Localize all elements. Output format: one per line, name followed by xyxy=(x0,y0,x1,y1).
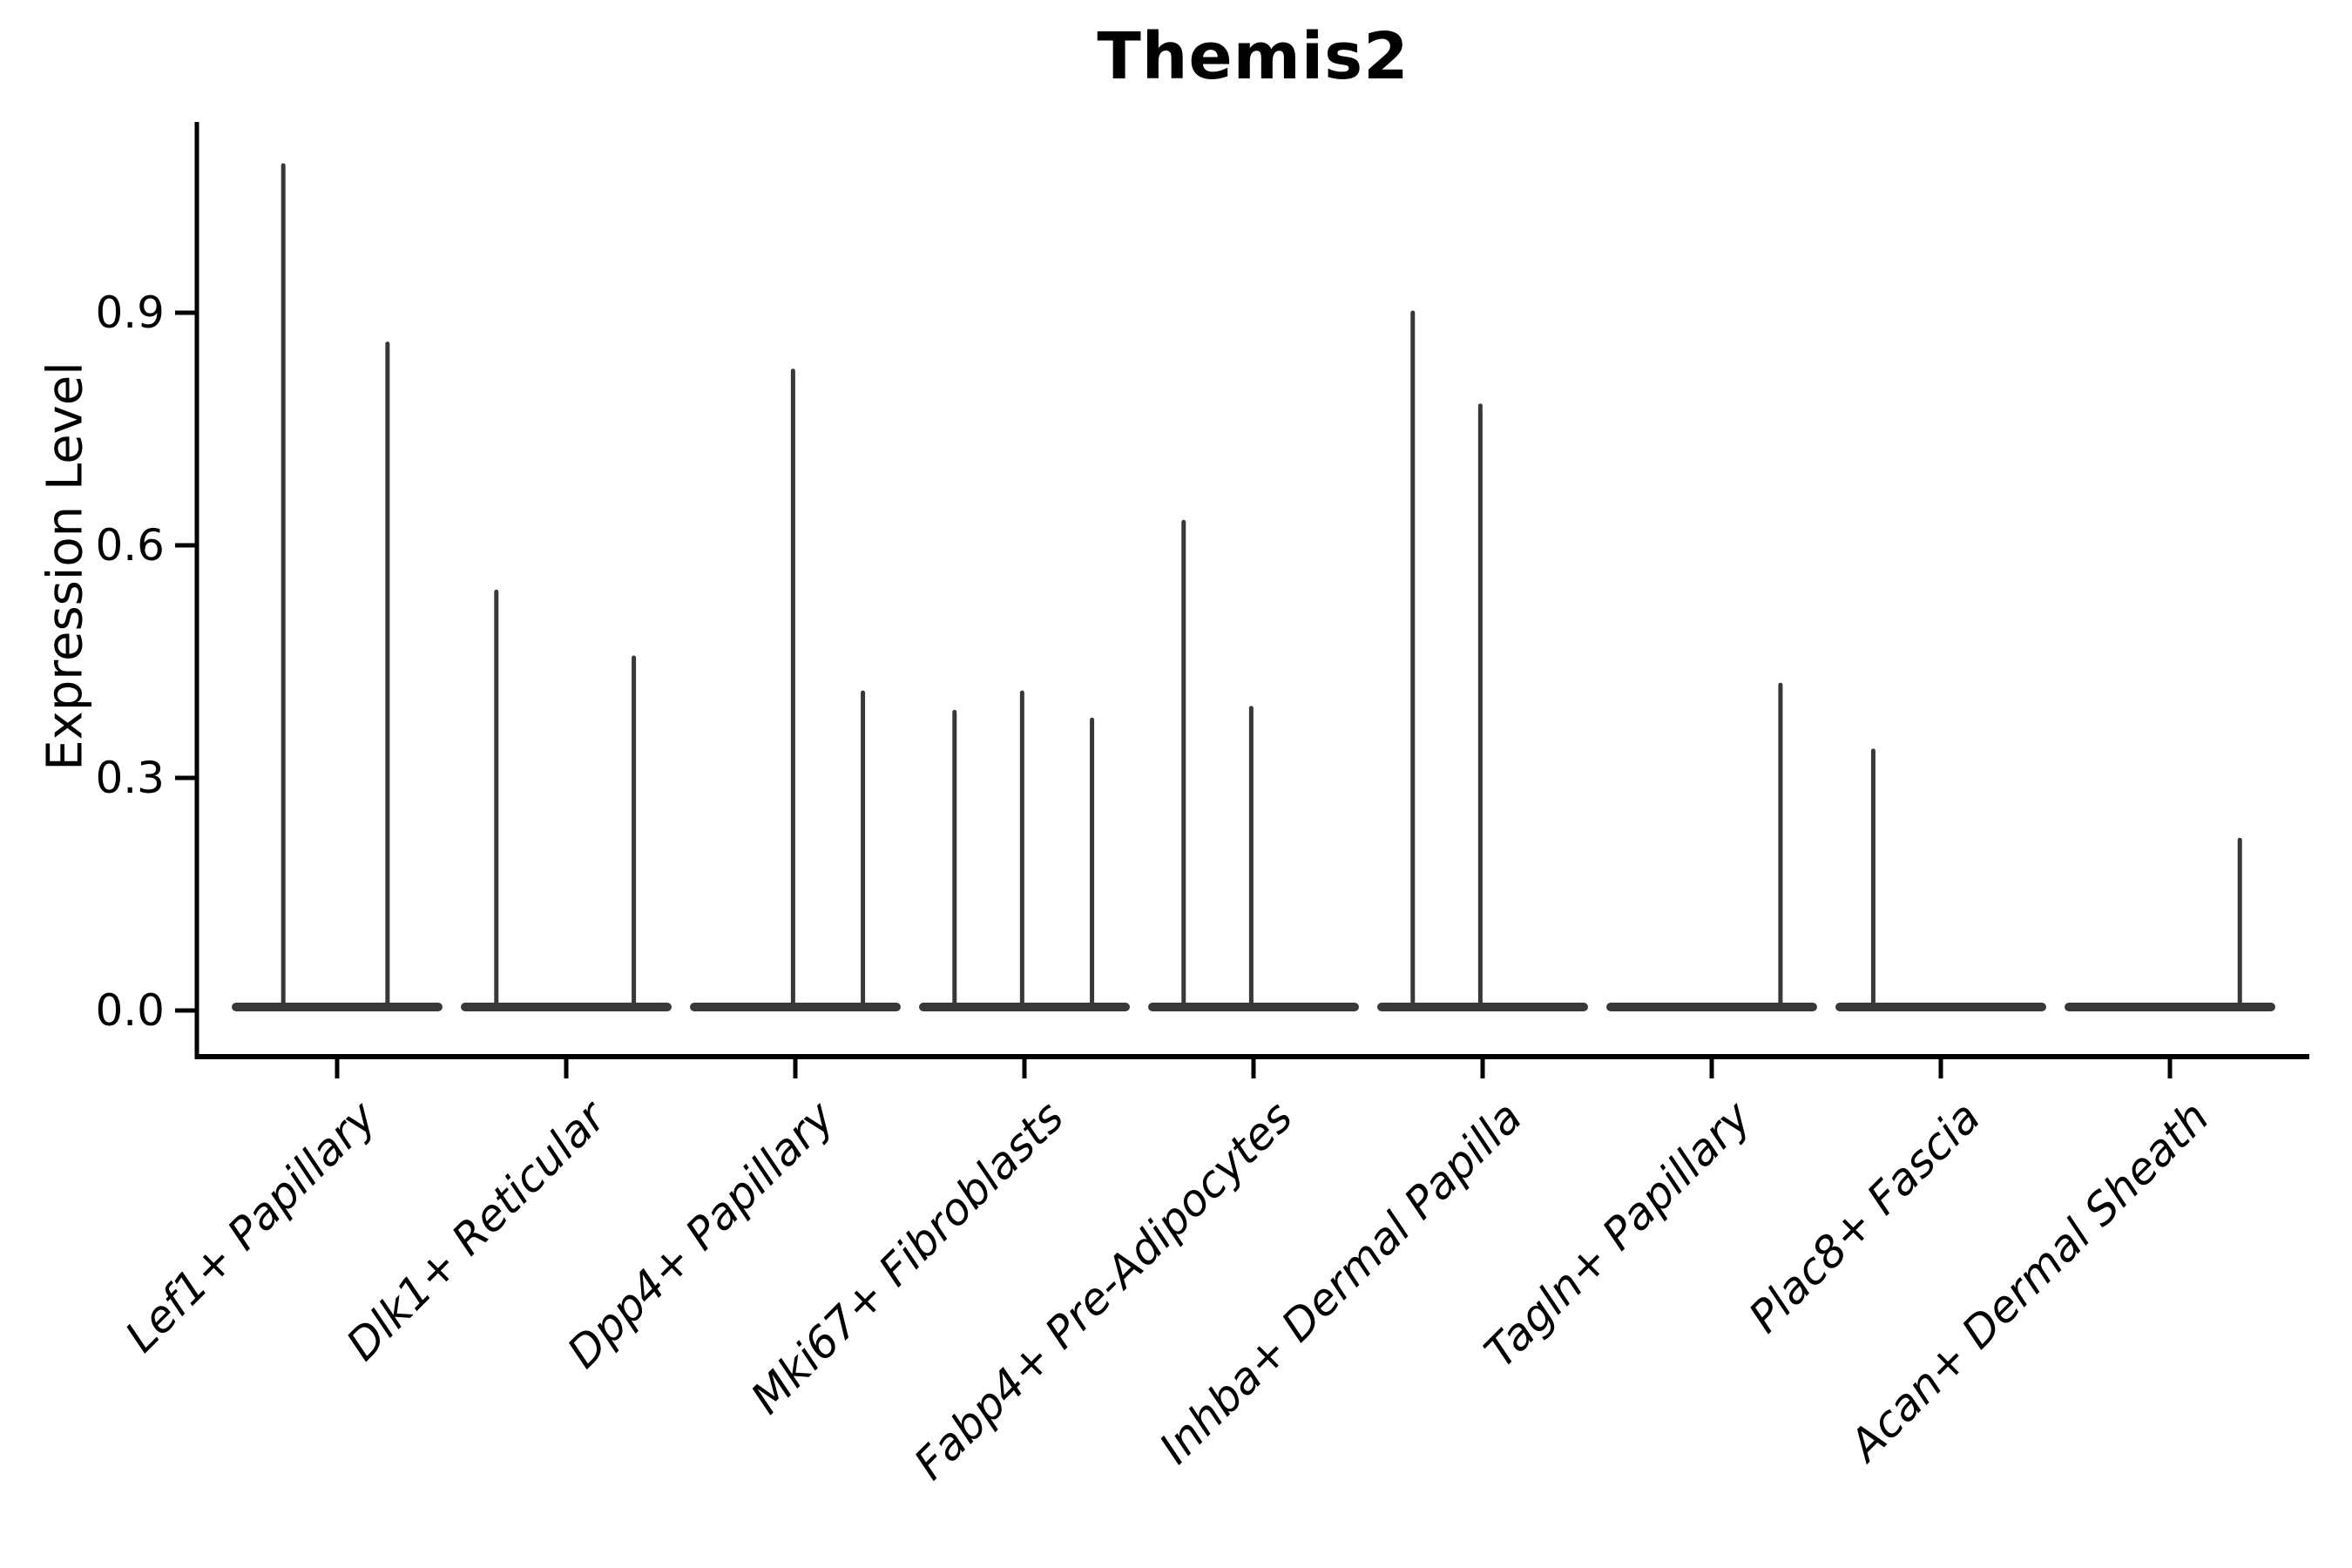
violin-base xyxy=(1835,1003,2046,1011)
violin-base xyxy=(1377,1003,1588,1011)
y-tick-label: 0.3 xyxy=(95,753,165,803)
violin-base xyxy=(919,1003,1130,1011)
y-tick-label: 0.6 xyxy=(95,520,165,571)
violin-base xyxy=(232,1003,443,1011)
y-tick-label: 0.0 xyxy=(95,985,165,1036)
violin-base xyxy=(1606,1003,1817,1011)
violin-base xyxy=(2065,1003,2275,1011)
violin-base xyxy=(461,1003,672,1011)
violin-base xyxy=(1148,1003,1359,1011)
violin-base xyxy=(690,1003,901,1011)
y-tick-label: 0.9 xyxy=(95,287,165,338)
chart-title: Themis2 xyxy=(1097,19,1409,94)
